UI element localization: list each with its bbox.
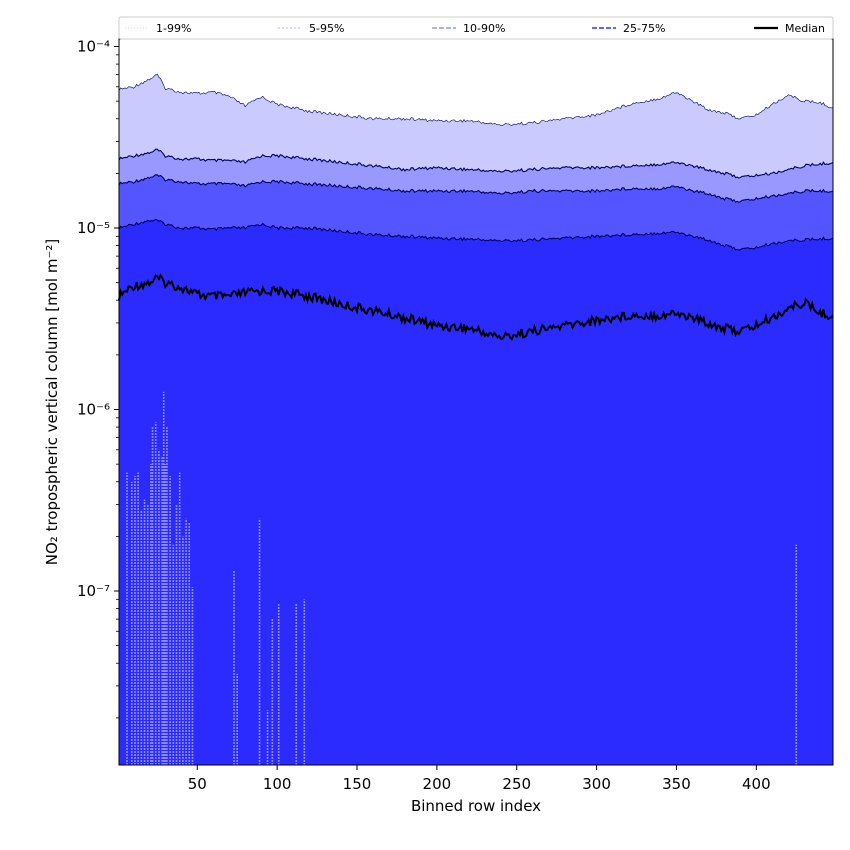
- x-axis-label: Binned row index: [411, 797, 541, 815]
- legend: 1-99% 5-95% 10-90% 25-75% Median: [118, 16, 834, 40]
- plot-area: [118, 39, 834, 765]
- series-line-median: [118, 273, 834, 341]
- fill-band-5-95: [119, 174, 833, 251]
- series-line-5-95%: [118, 148, 834, 179]
- legend-box: [118, 16, 834, 40]
- axes: 50 100 150 200 250 300 350 400 10⁻⁷ 10⁻⁶ 10⁻⁵ 10⁻⁴: [77, 38, 834, 793]
- fill-band-25-75: [119, 74, 833, 178]
- x-tick-label-350: 350: [662, 775, 691, 793]
- x-tick-label-50: 50: [188, 775, 207, 793]
- y-tick-label-3: 10⁻⁴: [77, 38, 110, 56]
- legend-label-4: Median: [785, 22, 825, 35]
- y-tick-label-0: 10⁻⁷: [77, 582, 110, 600]
- x-tick-label-300: 300: [582, 775, 611, 793]
- y-tick-label-2: 10⁻⁵: [77, 219, 110, 237]
- series-line-10-90%: [118, 174, 834, 203]
- x-tick-label-200: 200: [423, 775, 452, 793]
- x-tick-label-100: 100: [263, 775, 292, 793]
- legend-label-3: 25-75%: [623, 22, 665, 35]
- x-tick-label-150: 150: [343, 775, 372, 793]
- x-tick-label-400: 400: [742, 775, 771, 793]
- legend-label-0: 1-99%: [156, 22, 191, 35]
- y-tick-label-1: 10⁻⁶: [77, 401, 110, 419]
- series-line-1-99%: [118, 73, 834, 126]
- y-axis-label: NO₂ tropospheric vertical column [mol m⁻…: [43, 239, 61, 565]
- legend-label-2: 10-90%: [463, 22, 505, 35]
- series-line-25-75%: [118, 218, 834, 251]
- legend-label-1: 5-95%: [309, 22, 344, 35]
- area-above-99: [119, 39, 833, 126]
- fill-band-10-90: [119, 149, 833, 203]
- x-tick-label-250: 250: [502, 775, 531, 793]
